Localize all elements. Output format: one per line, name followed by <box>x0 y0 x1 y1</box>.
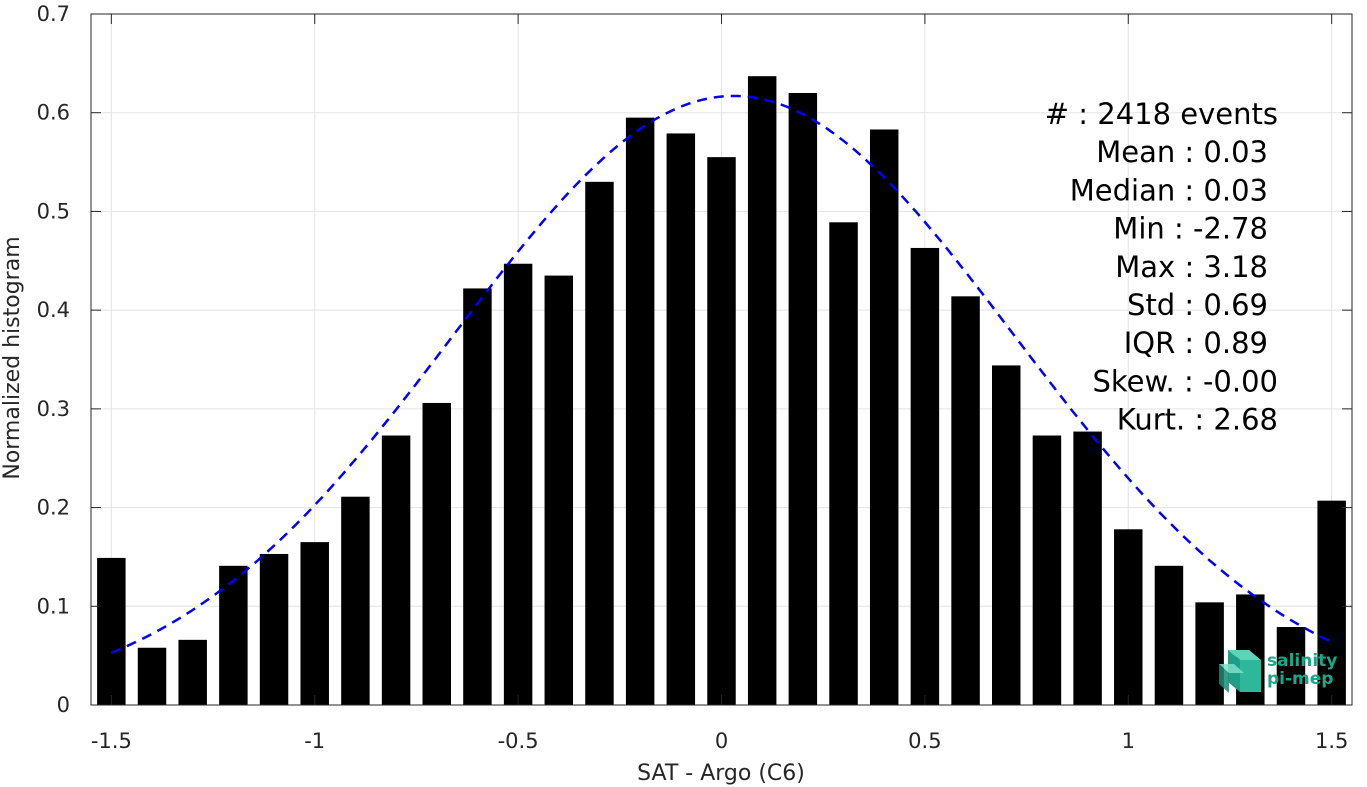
y-tick-label-7: 0.7 <box>37 2 70 26</box>
histogram-bar-27 <box>1195 602 1224 705</box>
histogram-bar-1 <box>137 647 167 705</box>
histogram-bars <box>97 76 1346 706</box>
x-axis-label: SAT - Argo (C6) <box>637 761 805 786</box>
histogram-bar-11 <box>544 275 574 705</box>
histogram-bar-25 <box>1114 529 1143 705</box>
logo-line1: salinity <box>1267 651 1337 671</box>
histogram-bar-5 <box>300 542 329 705</box>
histogram-bar-19 <box>869 129 899 705</box>
stat-line-1: Mean : 0.03 <box>1096 135 1268 169</box>
y-axis-label: Normalized histogram <box>0 236 25 479</box>
x-tick-label-3: 0 <box>715 729 728 753</box>
histogram-bar-21 <box>951 296 980 705</box>
stat-line-3: Min : -2.78 <box>1113 212 1268 246</box>
fit-curve-line <box>110 94 1333 655</box>
stat-line-7: Skew. : -0.00 <box>1092 364 1278 398</box>
x-tick-label-4: 0.5 <box>908 729 941 753</box>
histogram-bar-4 <box>259 553 289 705</box>
histogram-bar-16 <box>747 76 777 705</box>
histogram-bar-12 <box>585 181 614 706</box>
histogram-bar-15 <box>707 157 736 705</box>
histogram-bar-7 <box>381 435 411 705</box>
y-tick-label-5: 0.5 <box>37 199 70 223</box>
histogram-bar-17 <box>788 92 818 705</box>
x-tick-label-5: 1 <box>1122 729 1135 753</box>
histogram-bar-6 <box>341 496 370 705</box>
histogram-bar-24 <box>1073 431 1102 705</box>
stat-line-6: IQR : 0.89 <box>1124 326 1268 360</box>
salinity-pimep-logo: salinity pi-mep <box>1219 650 1337 693</box>
stat-line-0: # : 2418 events <box>1045 97 1278 131</box>
histogram-bar-9 <box>463 288 492 705</box>
histogram-bar-29 <box>1276 627 1306 705</box>
histogram-bar-23 <box>1032 435 1062 705</box>
y-tick-label-1: 0.1 <box>37 594 70 618</box>
histogram-bar-18 <box>829 222 858 705</box>
histogram-bar-26 <box>1154 565 1184 705</box>
x-tick-label-1: -1 <box>304 729 325 753</box>
histogram-bar-3 <box>219 565 248 705</box>
tick-labels: -1.5 -1 -0.5 0 0.5 1 1.5 0 0.1 0.2 0.3 0.4 0.5 0.6 0.7 <box>37 2 1349 753</box>
y-tick-label-0: 0 <box>57 693 70 717</box>
histogram-bar-20 <box>910 247 940 705</box>
x-tick-label-6: 1.5 <box>1315 729 1348 753</box>
axes <box>90 13 1353 706</box>
histogram-bar-22 <box>992 365 1021 705</box>
x-tick-label-0: -1.5 <box>91 729 132 753</box>
stat-line-4: Max : 3.18 <box>1115 250 1268 284</box>
logo-cube-icon <box>1219 650 1261 693</box>
stat-line-5: Std : 0.69 <box>1127 288 1268 322</box>
y-tick-label-2: 0.2 <box>37 496 70 520</box>
y-tick-label-3: 0.3 <box>37 397 70 421</box>
histogram-bar-14 <box>666 133 696 706</box>
histogram-bar-13 <box>625 117 655 705</box>
histogram-bar-0 <box>97 557 126 705</box>
y-tick-label-4: 0.4 <box>37 298 70 322</box>
histogram-bar-30 <box>1317 500 1346 705</box>
y-tick-label-6: 0.6 <box>37 101 70 125</box>
histogram-bar-8 <box>422 402 451 705</box>
x-tick-label-2: -0.5 <box>498 729 539 753</box>
stat-line-2: Median : 0.03 <box>1070 173 1268 207</box>
histogram-bar-2 <box>178 639 207 705</box>
histogram-bar-10 <box>503 263 533 705</box>
stat-line-8: Kurt. : 2.68 <box>1117 403 1278 437</box>
gaussian-fit-curve <box>110 94 1333 655</box>
logo-line2: pi-mep <box>1267 669 1333 689</box>
statistics-annotation: # : 2418 events Mean : 0.03 Median : 0.03 M… <box>1045 97 1278 437</box>
